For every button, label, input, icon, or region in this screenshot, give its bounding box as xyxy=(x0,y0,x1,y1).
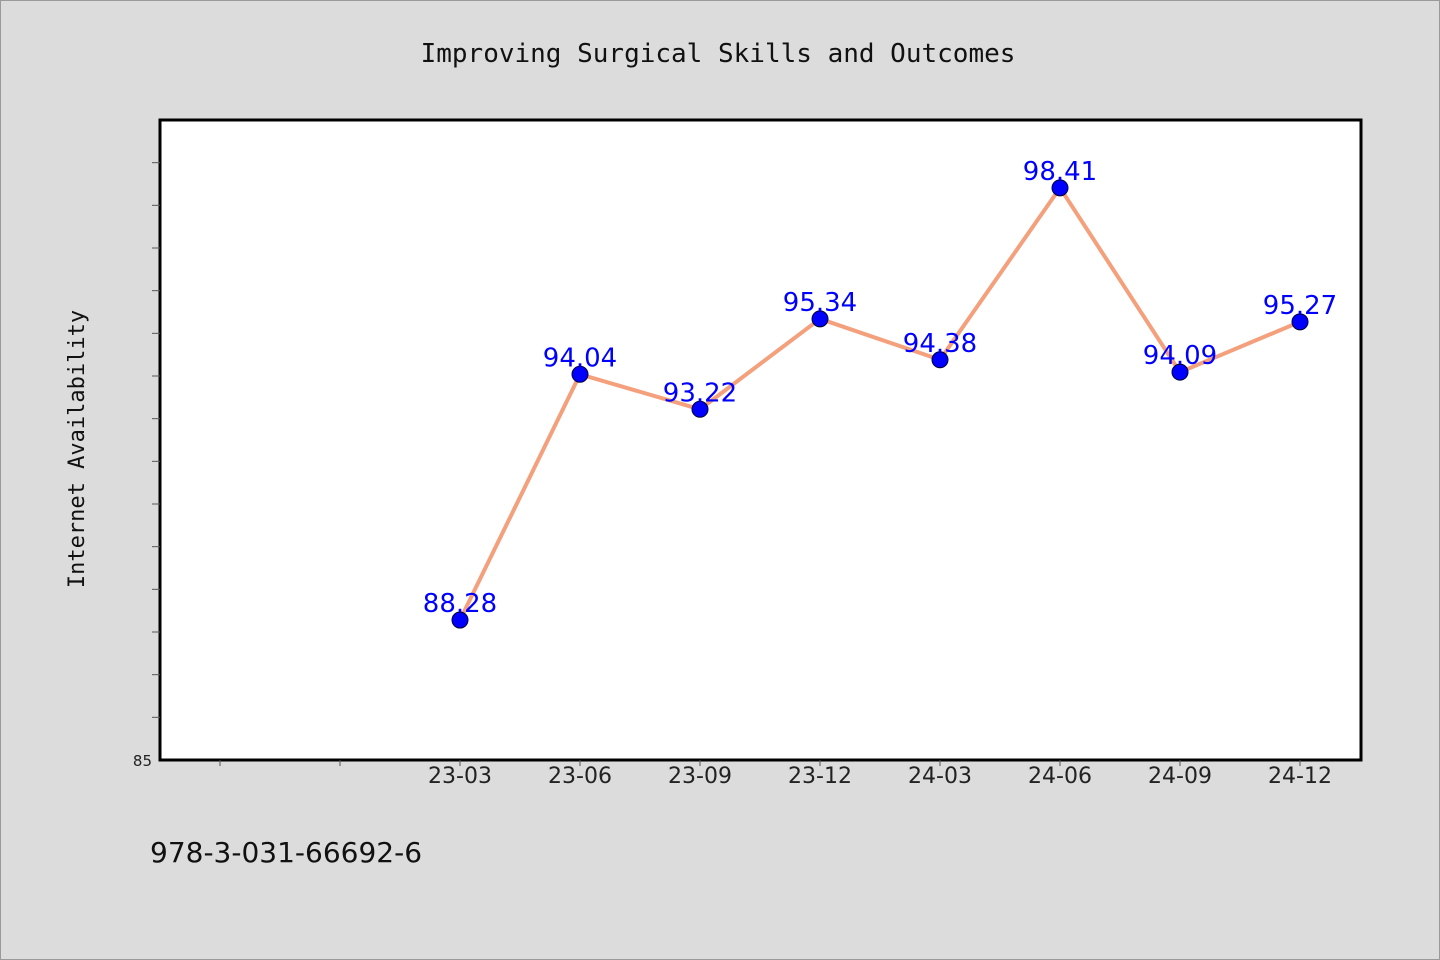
x-tick-label: 23-12 xyxy=(788,764,852,789)
data-label: 93.22 xyxy=(663,378,737,408)
x-axis-ticks: 23-03 23-06 23-09 23-12 24-03 24-06 24-09 24-12 xyxy=(219,760,1332,789)
data-point-marker xyxy=(1171,363,1189,381)
x-tick-label: 24-03 xyxy=(908,764,972,789)
chart-title: Improving Surgical Skills and Outcomes xyxy=(421,39,1016,69)
plot-area xyxy=(158,118,1363,762)
series-group: 88.28 94.04 93.22 95.34 94.38 98.41 94.09 95.27 xyxy=(423,157,1337,629)
data-point-marker xyxy=(451,611,469,629)
data-label: 95.34 xyxy=(783,288,857,318)
y-axis-ticks: 85 xyxy=(133,162,160,770)
x-tick-label: 24-09 xyxy=(1148,764,1212,789)
data-point-marker xyxy=(691,400,709,418)
x-tick-label: 24-12 xyxy=(1268,764,1332,789)
data-label: 98.41 xyxy=(1023,157,1097,187)
isbn-text: 978-3-031-66692-6 xyxy=(150,836,422,869)
data-label: 95.27 xyxy=(1263,291,1337,321)
x-tick-label: 24-06 xyxy=(1028,764,1092,789)
data-label: 88.28 xyxy=(423,589,497,619)
data-point-marker xyxy=(571,365,589,383)
x-tick-label: 23-03 xyxy=(428,764,492,789)
x-tick-label: 23-09 xyxy=(668,764,732,789)
data-point-marker xyxy=(931,351,949,369)
data-point-marker xyxy=(1051,179,1069,197)
x-tick-label: 23-06 xyxy=(548,764,612,789)
y-tick-label: 85 xyxy=(133,752,152,770)
data-point-marker xyxy=(1291,313,1309,331)
y-axis-label: Internet Availability xyxy=(65,310,90,588)
data-label: 94.04 xyxy=(543,343,617,373)
data-label: 94.38 xyxy=(903,329,977,359)
data-label: 94.09 xyxy=(1143,341,1217,371)
series-line xyxy=(458,185,1301,621)
data-point-marker xyxy=(811,310,829,328)
